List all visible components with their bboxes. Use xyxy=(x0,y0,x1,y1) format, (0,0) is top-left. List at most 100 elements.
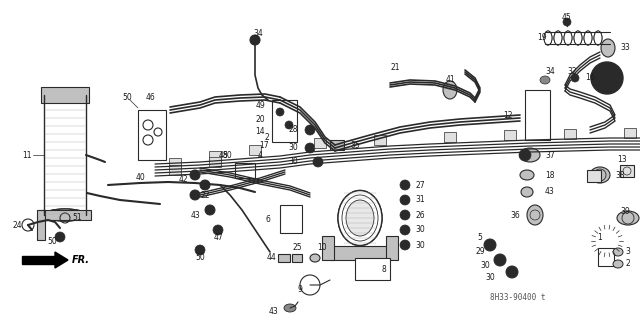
Text: 41: 41 xyxy=(445,76,455,85)
Text: 29: 29 xyxy=(476,248,485,256)
Ellipse shape xyxy=(443,81,457,99)
Text: 19: 19 xyxy=(538,33,547,42)
Ellipse shape xyxy=(584,31,592,45)
Text: 32: 32 xyxy=(567,68,577,77)
Bar xyxy=(504,130,516,140)
Bar xyxy=(235,163,255,178)
Circle shape xyxy=(563,18,571,26)
Text: 2: 2 xyxy=(625,259,630,269)
Ellipse shape xyxy=(554,31,562,45)
Ellipse shape xyxy=(590,167,610,183)
Text: 34: 34 xyxy=(545,68,555,77)
Bar xyxy=(444,132,456,142)
Ellipse shape xyxy=(540,76,550,84)
Bar xyxy=(525,90,550,140)
Bar xyxy=(322,236,334,260)
Text: 12: 12 xyxy=(504,110,513,120)
Circle shape xyxy=(285,121,293,129)
Circle shape xyxy=(313,157,323,167)
Text: 51: 51 xyxy=(72,213,82,222)
Text: 37: 37 xyxy=(545,151,555,160)
Bar xyxy=(598,248,614,266)
Text: 8H33-90400 t: 8H33-90400 t xyxy=(490,293,545,302)
Text: 8: 8 xyxy=(382,265,387,275)
Text: 28: 28 xyxy=(289,125,298,135)
Text: 10: 10 xyxy=(317,243,327,253)
Circle shape xyxy=(591,62,623,94)
Circle shape xyxy=(400,225,410,235)
Text: 50: 50 xyxy=(47,238,57,247)
Text: 2: 2 xyxy=(264,133,269,143)
Text: 50: 50 xyxy=(195,254,205,263)
Text: 48: 48 xyxy=(218,151,228,160)
Text: 38: 38 xyxy=(615,170,625,180)
Text: 44: 44 xyxy=(266,254,276,263)
Bar xyxy=(41,87,89,103)
Text: 24: 24 xyxy=(12,220,22,229)
Text: 14: 14 xyxy=(255,128,265,137)
Ellipse shape xyxy=(594,31,602,45)
Bar xyxy=(138,110,166,160)
Circle shape xyxy=(602,73,612,83)
Circle shape xyxy=(190,190,200,200)
Ellipse shape xyxy=(574,31,582,45)
Bar xyxy=(624,128,636,138)
Text: 39: 39 xyxy=(620,207,630,217)
Text: 40: 40 xyxy=(135,174,145,182)
Circle shape xyxy=(400,240,410,250)
Ellipse shape xyxy=(520,148,540,162)
Circle shape xyxy=(597,68,617,88)
Ellipse shape xyxy=(617,211,639,225)
Ellipse shape xyxy=(613,248,623,256)
Circle shape xyxy=(484,239,496,251)
Text: 49: 49 xyxy=(255,101,265,110)
Text: 43: 43 xyxy=(545,188,555,197)
Circle shape xyxy=(305,125,315,135)
Ellipse shape xyxy=(544,31,552,45)
Circle shape xyxy=(276,108,284,116)
Circle shape xyxy=(506,266,518,278)
Text: 30: 30 xyxy=(288,158,298,167)
Circle shape xyxy=(250,35,260,45)
Text: 9: 9 xyxy=(297,286,302,294)
Circle shape xyxy=(400,195,410,205)
Text: 46: 46 xyxy=(145,93,155,101)
Text: 20: 20 xyxy=(255,115,265,124)
Text: 16: 16 xyxy=(586,73,595,83)
Ellipse shape xyxy=(521,187,533,197)
Ellipse shape xyxy=(44,209,86,221)
Text: 17: 17 xyxy=(259,142,269,151)
Text: FR.: FR. xyxy=(72,255,90,265)
Ellipse shape xyxy=(346,200,374,236)
Ellipse shape xyxy=(338,190,382,246)
Text: 36: 36 xyxy=(510,211,520,219)
Bar xyxy=(292,254,302,262)
Circle shape xyxy=(400,210,410,220)
Text: 4: 4 xyxy=(257,152,262,160)
Text: 43: 43 xyxy=(190,211,200,219)
Text: 30: 30 xyxy=(480,261,490,270)
Text: 30: 30 xyxy=(415,226,425,234)
Bar xyxy=(355,258,390,280)
Circle shape xyxy=(571,74,579,82)
Text: 35: 35 xyxy=(350,140,360,150)
Bar xyxy=(37,210,45,240)
Bar xyxy=(272,100,297,142)
Bar xyxy=(280,205,302,233)
Text: 22: 22 xyxy=(200,190,210,199)
Text: 30: 30 xyxy=(288,144,298,152)
Ellipse shape xyxy=(310,254,320,262)
Text: 45: 45 xyxy=(562,13,572,23)
Text: 18: 18 xyxy=(545,170,554,180)
Circle shape xyxy=(494,254,506,266)
Text: 27: 27 xyxy=(415,181,424,189)
Circle shape xyxy=(519,149,531,161)
Bar xyxy=(278,254,290,262)
Circle shape xyxy=(195,245,205,255)
Bar xyxy=(39,210,91,220)
Bar xyxy=(249,145,261,155)
Ellipse shape xyxy=(44,89,86,101)
Ellipse shape xyxy=(601,39,615,57)
Circle shape xyxy=(400,180,410,190)
Ellipse shape xyxy=(594,31,602,45)
